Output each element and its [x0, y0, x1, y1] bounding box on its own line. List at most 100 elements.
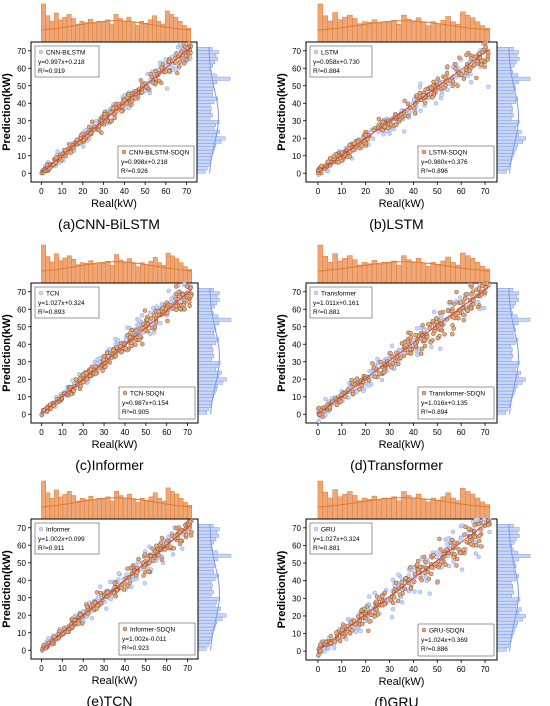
- right-density-curve: [209, 524, 220, 651]
- sdqn-point: [334, 402, 340, 408]
- right-hist-bar: [496, 90, 514, 94]
- right-hist-bar: [496, 60, 517, 65]
- baseline-point: [459, 567, 465, 572]
- sdqn-point: [469, 292, 474, 297]
- right-density-curve: [208, 47, 219, 174]
- top-hist-bar: [450, 262, 456, 284]
- right-hist-bar: [196, 66, 211, 71]
- x-tick-label: 70: [481, 428, 490, 437]
- y-tick-label: 10: [17, 629, 26, 638]
- y-tick-label: 70: [17, 288, 26, 297]
- sdqn-point: [372, 374, 378, 379]
- y-tick-label: 50: [17, 82, 26, 91]
- y-axis-label: Prediction(kW): [1, 550, 13, 628]
- sdqn-point: [149, 325, 155, 331]
- right-hist-bar: [197, 404, 211, 408]
- legend-bottom-name: Informer-SDQN: [130, 627, 175, 634]
- right-hist-bar: [496, 83, 516, 88]
- y-tick-label: 30: [292, 117, 301, 126]
- x-tick-label: 0: [316, 665, 321, 674]
- sdqn-point: [434, 319, 439, 325]
- sdqn-point: [63, 153, 68, 159]
- top-hist-bar: [469, 258, 476, 284]
- top-hist-bar: [474, 497, 481, 520]
- legend-top-name: TCN: [46, 291, 60, 298]
- sdqn-point: [459, 72, 464, 77]
- top-hist-bar: [440, 20, 446, 43]
- legend-bottom-name: GRU-SDQN: [429, 628, 465, 635]
- sdqn-point: [159, 535, 165, 541]
- right-hist-bar: [197, 596, 221, 601]
- sdqn-point: [182, 306, 187, 312]
- top-hist-bar: [41, 3, 46, 43]
- right-hist-bar: [197, 603, 216, 608]
- x-axis-label: Real(kW): [379, 676, 425, 688]
- legend-bottom-equation: y=1.016x+0.135: [421, 400, 468, 407]
- right-hist-bar: [496, 76, 531, 81]
- right-hist-bar: [496, 294, 518, 299]
- baseline-point: [473, 551, 479, 556]
- baseline-point: [450, 529, 456, 534]
- right-hist-bar: [197, 640, 211, 644]
- baseline-point: [147, 310, 152, 316]
- sdqn-point: [76, 621, 81, 626]
- legend-top-box: [34, 522, 100, 555]
- sdqn-point: [372, 614, 377, 619]
- top-hist-bar: [113, 14, 119, 43]
- top-hist-bar: [118, 495, 124, 520]
- sdqn-point: [428, 340, 433, 345]
- baseline-point: [361, 388, 366, 394]
- baseline-point: [151, 330, 157, 335]
- sdqn-point: [461, 76, 467, 81]
- top-hist-bar: [135, 25, 140, 43]
- sdqn-point: [188, 293, 194, 299]
- sdqn-point: [454, 563, 459, 568]
- top-hist-bar: [479, 501, 486, 520]
- right-hist-bar: [197, 643, 209, 648]
- baseline-point: [170, 552, 176, 557]
- legend-bottom: CNN-BiLSTM-SDQN y=0.998x+0.218 R²=0.926: [117, 145, 195, 179]
- sdqn-point: [148, 316, 154, 321]
- top-hist-bar: [105, 261, 111, 284]
- sdqn-point: [430, 318, 436, 324]
- top-hist-bar: [332, 253, 338, 284]
- right-hist-bar: [197, 347, 214, 352]
- right-hist-bar: [496, 291, 519, 296]
- sdqn-point: [169, 533, 174, 538]
- sdqn-point: [154, 543, 159, 548]
- sdqn-point: [140, 341, 145, 347]
- sdqn-point: [134, 328, 139, 333]
- right-hist-bar: [196, 93, 214, 98]
- x-tick-label: 50: [433, 665, 442, 674]
- baseline-point: [412, 589, 417, 594]
- sdqn-point: [430, 95, 435, 100]
- baseline-point: [358, 628, 363, 634]
- sdqn-point: [177, 63, 182, 69]
- legend-top-marker: [313, 49, 319, 55]
- y-tick-label: 40: [17, 340, 26, 349]
- top-hist-bar: [317, 3, 324, 43]
- sdqn-point: [456, 546, 461, 552]
- sdqn-point: [419, 346, 425, 352]
- right-hist-bar: [496, 321, 519, 325]
- y-tick-label: 60: [292, 64, 301, 73]
- panel-caption: (f)GRU: [374, 694, 418, 706]
- x-tick-label: 20: [79, 664, 88, 673]
- right-hist-bar: [196, 100, 215, 104]
- top-hist-bar: [131, 263, 137, 284]
- top-hist-bar: [445, 492, 451, 520]
- top-hist-bar: [317, 244, 324, 284]
- baseline-point: [417, 589, 423, 595]
- fit-line: [317, 285, 491, 415]
- baseline-point: [473, 517, 478, 522]
- top-hist-bar: [366, 263, 373, 284]
- panel-3: 0 10 20 30 40 50 60 70 0 10 20 30 40 50 60 70 Real(kW) Pr…: [1, 244, 232, 473]
- right-hist-bar: [496, 640, 511, 645]
- sdqn-point: [102, 111, 107, 117]
- sdqn-point: [100, 368, 105, 373]
- x-tick-label: 20: [79, 428, 88, 437]
- top-hist-bar: [66, 491, 72, 520]
- right-hist-bar: [496, 580, 512, 585]
- right-hist-bar: [496, 103, 512, 108]
- baseline-point: [331, 645, 337, 651]
